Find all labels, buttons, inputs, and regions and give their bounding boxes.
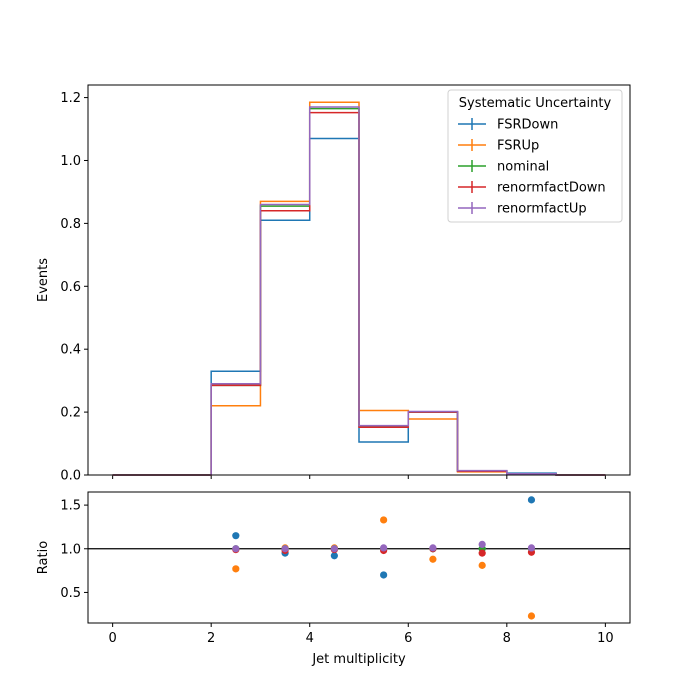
legend-item-FSRUp: FSRUp: [458, 139, 539, 154]
legend-box: [447, 89, 623, 223]
main-y-tick-label: 0.2: [60, 406, 81, 421]
ratio-point-FSRDown: [232, 532, 240, 540]
legend-item-renormfactUp: renormfactUp: [458, 202, 587, 217]
ratio-point-renormfactDown: [478, 549, 486, 557]
x-tick-label: 10: [597, 631, 614, 646]
ratio-point-FSRDown: [527, 496, 536, 504]
x-axis-label: Jet multiplicity: [311, 652, 406, 667]
x-tick-label: 4: [306, 631, 314, 646]
main-y-tick-label: 0.0: [60, 469, 81, 484]
ratio-point-renormfactUp: [330, 545, 338, 553]
legend-label-FSRDown: FSRDown: [497, 118, 558, 133]
main-y-tick-label: 1.0: [60, 154, 81, 169]
x-tick-label: 2: [207, 631, 215, 646]
ratio-ticks: 0.5 1.0 1.5 0 2 4 6 8 10: [60, 499, 613, 646]
main-y-tick-label: 0.8: [60, 217, 81, 232]
ratio-point-renormfactUp: [380, 544, 388, 552]
legend-label-nominal: nominal: [497, 160, 549, 175]
legend-item-renormfactDown: renormfactDown: [458, 181, 606, 196]
main-panel: 0.0 0.2 0.4 0.6 0.8 1.0 1.2 Events Systematic …: [36, 84, 631, 484]
ratio-point-FSRDown: [330, 552, 338, 560]
ratio-point-FSRDown: [380, 571, 388, 579]
legend-item-nominal: nominal: [458, 160, 549, 175]
ratio-point-renormfactUp: [281, 545, 289, 553]
main-y-tick-label: 0.6: [60, 280, 81, 295]
x-tick-label: 6: [404, 631, 412, 646]
ratio-point-FSRUp: [380, 516, 388, 524]
ratio-point-FSRUp: [478, 561, 486, 569]
ratio-point-FSRUp: [429, 555, 437, 563]
main-axes-frame: [87, 84, 631, 476]
main-y-tick-label: 1.2: [60, 91, 81, 106]
ratio-point-FSRUp: [232, 565, 240, 573]
ratio-point-FSRUp: [527, 612, 536, 620]
ratio-point-renormfactUp: [429, 544, 437, 552]
ratio-point-renormfactUp: [232, 545, 240, 553]
legend: Systematic Uncertainty FSRDown FSRUp nomina…: [447, 89, 623, 223]
ratio-point-renormfactUp: [527, 544, 536, 552]
ratio-points-group: [232, 496, 536, 620]
legend-label-renormfactDown: renormfactDown: [497, 181, 606, 196]
ratio-y-axis-label: Ratio: [36, 541, 51, 574]
legend-label-renormfactUp: renormfactUp: [497, 202, 587, 217]
ratio-panel: 0.5 1.0 1.5 0 2 4 6 8 10 Ratio Jet multiplicity: [36, 491, 631, 667]
ratio-y-tick-label: 1.5: [60, 499, 81, 514]
legend-title: Systematic Uncertainty: [459, 96, 612, 111]
main-y-tick-label: 0.4: [60, 343, 81, 358]
ratio-point-renormfactUp: [478, 540, 486, 549]
ratio-y-tick-label: 0.5: [60, 586, 81, 601]
ratio-axes-frame: [87, 491, 631, 624]
legend-label-FSRUp: FSRUp: [497, 139, 539, 154]
x-tick-label: 0: [108, 631, 116, 646]
main-y-axis-label: Events: [36, 258, 51, 302]
legend-item-FSRDown: FSRDown: [458, 118, 558, 133]
x-tick-label: 8: [503, 631, 511, 646]
ratio-y-tick-label: 1.0: [60, 542, 81, 557]
histogram-renormfactUp: [112, 106, 606, 476]
